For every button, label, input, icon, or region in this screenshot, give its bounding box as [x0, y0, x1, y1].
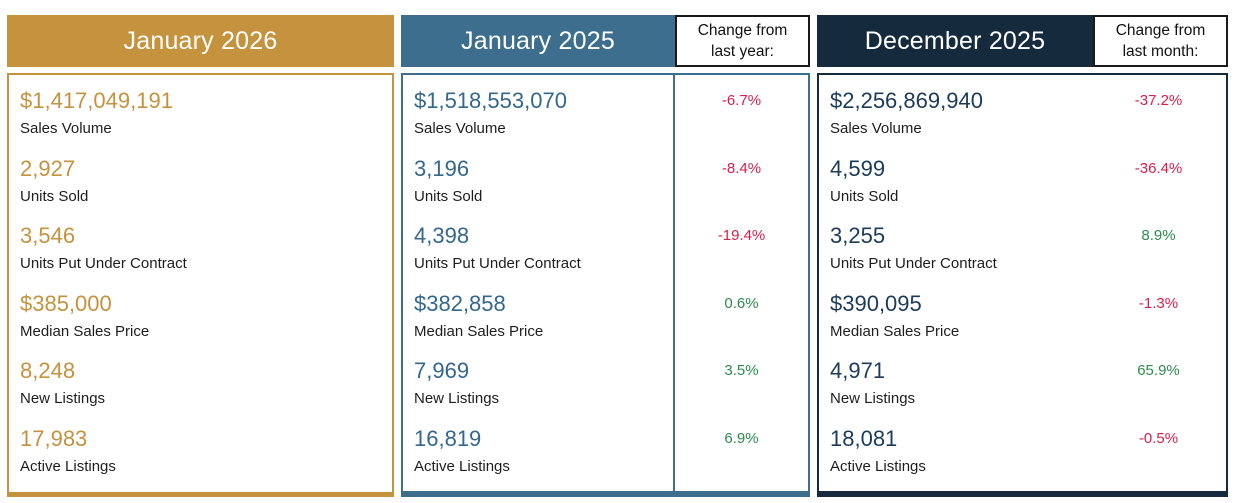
metric-row: 3,255 Units Put Under Contract	[830, 221, 1091, 289]
metric-value: $382,858	[414, 290, 506, 316]
metric-row: 4,599 Units Sold	[830, 154, 1091, 222]
metric-value: 4,398	[414, 223, 470, 248]
change-value: 3.5%	[724, 362, 759, 379]
metrics-column: $1,417,049,191 Sales Volume 2,927 Units …	[9, 75, 392, 492]
metric-row: $390,095 Median Sales Price	[830, 289, 1091, 357]
change-value: -19.4%	[717, 227, 766, 244]
metric-value: 3,546	[20, 223, 76, 248]
metric-value: 3,255	[830, 223, 886, 248]
metric-label: Units Sold	[414, 187, 483, 205]
panel-january-2026: January 2026 $1,417,049,191 Sales Volume…	[7, 15, 394, 497]
metric-row: 4,398 Units Put Under Contract	[414, 221, 673, 289]
metric-row: $1,518,553,070 Sales Volume	[414, 86, 673, 154]
metric-value: 16,819	[414, 425, 482, 451]
metric-label: New Listings	[414, 390, 500, 407]
panel-december-2025: December 2025 Change from last month: $2…	[817, 15, 1228, 497]
metric-value: 4,599	[830, 155, 886, 181]
panel-header-row: December 2025 Change from last month:	[817, 15, 1228, 67]
panel-title: December 2025	[817, 15, 1093, 67]
metric-label: Units Sold	[830, 187, 899, 205]
metric-value: $1,518,553,070	[414, 88, 567, 113]
metric-label: Units Put Under Contract	[414, 255, 581, 272]
metric-label: Sales Volume	[830, 120, 922, 137]
metric-label: Units Put Under Contract	[20, 255, 187, 272]
metric-label: Units Put Under Contract	[830, 255, 997, 272]
metrics-column: $2,256,869,940 Sales Volume 4,599 Units …	[819, 75, 1091, 491]
metric-label: New Listings	[20, 390, 106, 407]
metric-label: Active Listings	[414, 457, 510, 475]
metric-label: Active Listings	[20, 457, 116, 475]
metric-value: $1,417,049,191	[20, 88, 173, 113]
metric-row: 3,546 Units Put Under Contract	[20, 221, 392, 289]
metric-value: 8,248	[20, 358, 76, 383]
metric-label: Units Sold	[20, 187, 89, 205]
metric-row: $385,000 Median Sales Price	[20, 289, 392, 357]
change-from-last-month-header: Change from last month:	[1093, 15, 1228, 67]
metric-row: 8,248 New Listings	[20, 356, 392, 424]
change-value: -37.2%	[1134, 92, 1183, 109]
metric-row: 3,196 Units Sold	[414, 154, 673, 222]
change-value: 65.9%	[1137, 362, 1180, 379]
metric-row: $2,256,869,940 Sales Volume	[830, 86, 1091, 154]
metric-label: Median Sales Price	[830, 322, 960, 340]
metric-label: New Listings	[830, 390, 916, 407]
metric-row: $1,417,049,191 Sales Volume	[20, 86, 392, 154]
panel-header-row: January 2025 Change from last year:	[401, 15, 810, 67]
change-value: 8.9%	[1141, 227, 1176, 244]
change-value: 6.9%	[724, 429, 759, 447]
metric-value: $2,256,869,940	[830, 88, 983, 113]
panel-body: $2,256,869,940 Sales Volume 4,599 Units …	[817, 73, 1228, 497]
change-from-last-year-header: Change from last year:	[675, 15, 810, 67]
changes-column: -37.2% -36.4% 8.9% -1.3% 65.9% -0.5%	[1091, 75, 1226, 491]
metric-row: 4,971 New Listings	[830, 356, 1091, 424]
metric-label: Median Sales Price	[414, 322, 544, 340]
change-value: -6.7%	[721, 92, 762, 109]
change-value: -0.5%	[1138, 429, 1179, 447]
panel-header-row: January 2026	[7, 15, 394, 67]
panel-body: $1,417,049,191 Sales Volume 2,927 Units …	[7, 73, 394, 497]
metric-value: 18,081	[830, 425, 898, 451]
metric-row: 17,983 Active Listings	[20, 424, 392, 492]
metric-row: $382,858 Median Sales Price	[414, 289, 673, 357]
metric-row: 18,081 Active Listings	[830, 424, 1091, 492]
panel-title: January 2026	[7, 15, 394, 67]
metric-label: Active Listings	[830, 457, 926, 475]
panel-january-2025: January 2025 Change from last year: $1,5…	[401, 15, 810, 497]
metric-value: 17,983	[20, 425, 88, 451]
change-value: -36.4%	[1134, 159, 1183, 177]
metrics-column: $1,518,553,070 Sales Volume 3,196 Units …	[403, 75, 673, 491]
metric-row: 2,927 Units Sold	[20, 154, 392, 222]
panel-title: January 2025	[401, 15, 675, 67]
metric-value: $385,000	[20, 290, 112, 316]
metric-row: 16,819 Active Listings	[414, 424, 673, 492]
metric-row: 7,969 New Listings	[414, 356, 673, 424]
metric-value: 3,196	[414, 155, 470, 181]
change-value: -1.3%	[1138, 294, 1179, 312]
panel-body: $1,518,553,070 Sales Volume 3,196 Units …	[401, 73, 810, 497]
metric-value: 4,971	[830, 358, 886, 383]
metric-label: Sales Volume	[20, 120, 112, 137]
metric-value: 2,927	[20, 155, 76, 181]
change-value: 0.6%	[724, 294, 759, 312]
changes-column: -6.7% -8.4% -19.4% 0.6% 3.5% 6.9%	[673, 75, 808, 491]
metric-label: Sales Volume	[414, 120, 506, 137]
metric-label: Median Sales Price	[20, 322, 150, 340]
metric-value: 7,969	[414, 358, 470, 383]
metric-value: $390,095	[830, 290, 922, 316]
change-value: -8.4%	[721, 159, 762, 177]
